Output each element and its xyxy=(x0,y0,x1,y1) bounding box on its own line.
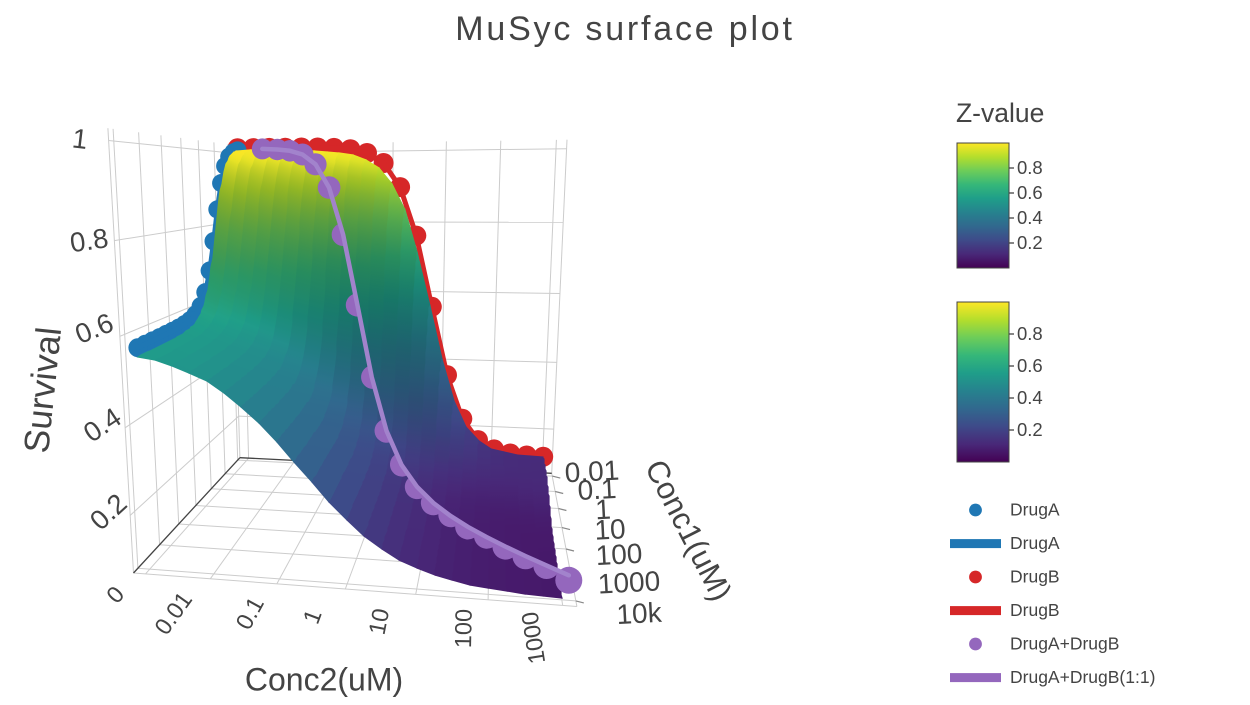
svg-text:DrugA: DrugA xyxy=(1010,500,1060,520)
svg-text:0.2: 0.2 xyxy=(1017,419,1043,440)
svg-text:DrugA+DrugB(1:1): DrugA+DrugB(1:1) xyxy=(1010,667,1155,687)
svg-text:0.2: 0.2 xyxy=(1017,232,1043,253)
svg-text:0.1: 0.1 xyxy=(577,473,618,506)
svg-text:0.6: 0.6 xyxy=(1017,355,1043,376)
svg-text:100: 100 xyxy=(595,538,643,571)
svg-text:0.8: 0.8 xyxy=(1017,323,1043,344)
svg-text:10k: 10k xyxy=(616,597,664,630)
svg-text:0.01: 0.01 xyxy=(564,455,620,489)
svg-text:DrugB: DrugB xyxy=(1010,567,1060,587)
svg-text:MuSyc surface plot: MuSyc surface plot xyxy=(455,10,795,48)
svg-text:0.8: 0.8 xyxy=(68,222,110,258)
svg-text:DrugB: DrugB xyxy=(1010,600,1060,620)
svg-text:1000: 1000 xyxy=(597,565,661,599)
svg-text:1: 1 xyxy=(71,122,90,155)
svg-text:0.4: 0.4 xyxy=(1017,207,1043,228)
svg-text:0.8: 0.8 xyxy=(1017,157,1043,178)
svg-text:Conc2(uM): Conc2(uM) xyxy=(245,661,403,697)
svg-text:DrugA+DrugB: DrugA+DrugB xyxy=(1010,634,1119,654)
svg-text:0.6: 0.6 xyxy=(1017,182,1043,203)
svg-text:10: 10 xyxy=(364,606,395,637)
svg-text:DrugA: DrugA xyxy=(1010,533,1060,553)
svg-text:100: 100 xyxy=(450,609,477,649)
svg-text:10: 10 xyxy=(594,513,627,546)
svg-text:Z-value: Z-value xyxy=(956,98,1044,128)
svg-text:1: 1 xyxy=(594,494,611,526)
svg-text:0.4: 0.4 xyxy=(1017,387,1043,408)
